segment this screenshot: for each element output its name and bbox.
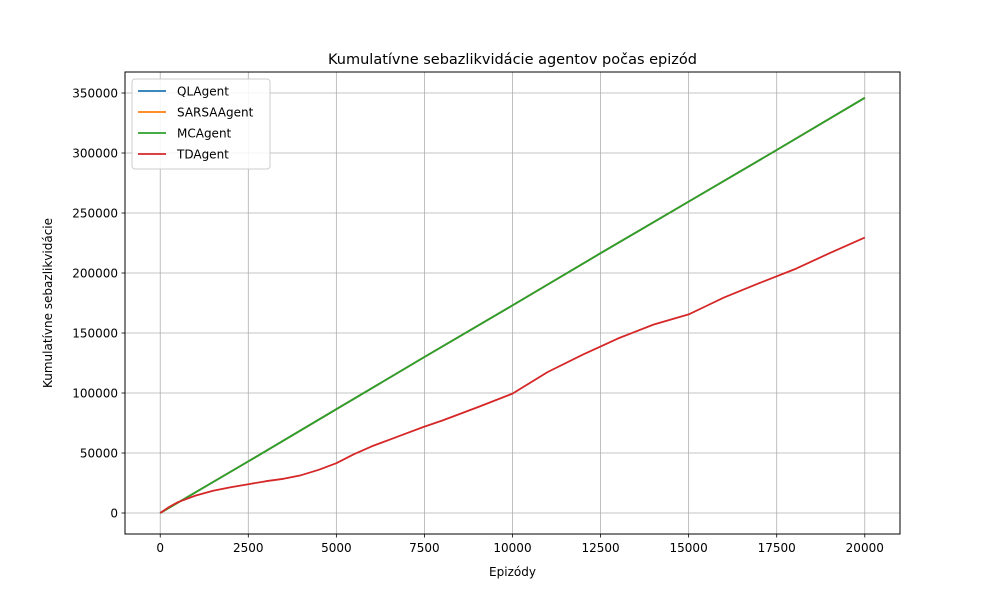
x-tick-label: 12500 — [581, 541, 619, 555]
legend-box — [131, 78, 271, 170]
x-tick-label: 2500 — [233, 541, 264, 555]
legend-label-qlagent: QLAgent — [177, 85, 229, 99]
y-tick-label: 100000 — [72, 387, 118, 401]
y-tick-label: 0 — [110, 507, 118, 521]
x-tick-label: 20000 — [846, 541, 884, 555]
x-axis-label: Epizódy — [489, 565, 536, 579]
x-tick-label: 10000 — [493, 541, 531, 555]
chart-title: Kumulatívne sebazlikvidácie agentov poča… — [328, 52, 697, 68]
axis-ticks: 0 2500 5000 7500 10000 12500 15000 17500 2000005… — [72, 87, 884, 556]
series-lines — [159, 97, 866, 514]
y-tick-label: 150000 — [72, 327, 118, 341]
x-tick-label: 5000 — [321, 541, 352, 555]
x-tick-label: 7500 — [409, 541, 440, 555]
legend-label-sarsaagent: SARSAAgent — [177, 106, 254, 120]
series-line-mcagent — [159, 97, 866, 514]
legend-label-mcagent: MCAgent — [177, 127, 232, 141]
y-axis-label: Kumulatívne sebazlikvidácie — [41, 218, 55, 388]
x-tick-label: 17500 — [758, 541, 796, 555]
x-tick-label: 0 — [156, 541, 164, 555]
y-tick-label: 50000 — [80, 447, 118, 461]
series-line-tdagent — [159, 236, 866, 514]
y-tick-label: 300000 — [72, 147, 118, 161]
y-tick-label: 200000 — [72, 267, 118, 281]
x-tick-label: 15000 — [670, 541, 708, 555]
legend: QLAgent SARSAAgent MCAgent TDAgent — [131, 78, 271, 170]
y-tick-label: 350000 — [72, 87, 118, 101]
legend-label-tdagent: TDAgent — [176, 148, 229, 162]
y-tick-label: 250000 — [72, 207, 118, 221]
